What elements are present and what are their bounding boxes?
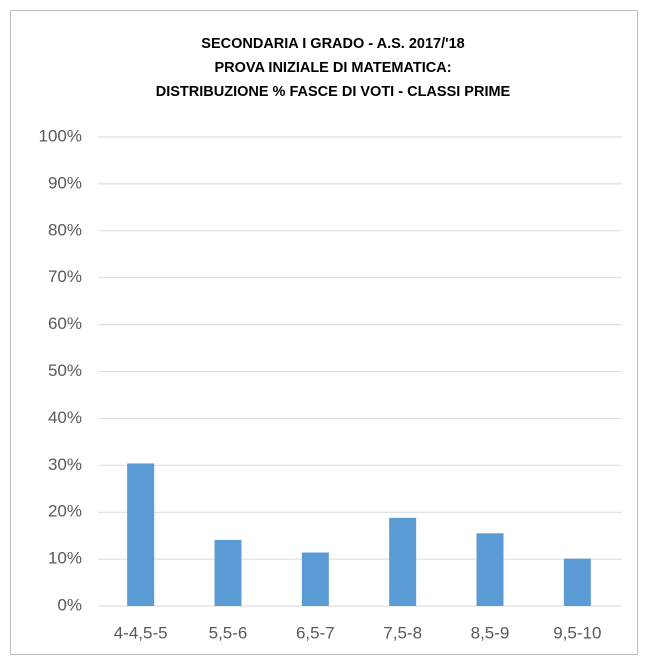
chart-border (10, 10, 638, 655)
x-tick-label: 6,5-7 (296, 623, 335, 642)
chart-title: DISTRIBUZIONE % FASCE DI VOTI - CLASSI P… (156, 84, 511, 100)
bar (389, 517, 417, 606)
x-tick-label: 5,5-6 (209, 623, 248, 642)
y-tick-label: 80% (48, 220, 82, 239)
chart-title: PROVA INIZIALE DI MATEMATICA: (214, 60, 451, 76)
y-tick-label: 50% (48, 361, 82, 380)
y-tick-label: 100% (39, 126, 82, 145)
y-tick-label: 30% (48, 455, 82, 474)
x-tick-label: 9,5-10 (553, 623, 601, 642)
y-tick-label: 10% (48, 549, 82, 568)
y-tick-label: 0% (57, 595, 82, 614)
y-tick-label: 70% (48, 267, 82, 286)
bar (301, 552, 329, 606)
x-tick-label: 8,5-9 (471, 623, 510, 642)
bar (563, 558, 591, 606)
y-tick-label: 60% (48, 314, 82, 333)
bar (476, 533, 504, 606)
bar (127, 463, 155, 606)
y-tick-label: 40% (48, 408, 82, 427)
y-tick-label: 20% (48, 502, 82, 521)
bar (214, 539, 242, 606)
y-tick-label: 90% (48, 173, 82, 192)
x-tick-label: 7,5-8 (383, 623, 422, 642)
x-tick-label: 4-4,5-5 (114, 623, 168, 642)
chart-title: SECONDARIA I GRADO - A.S. 2017/'18 (201, 36, 464, 52)
